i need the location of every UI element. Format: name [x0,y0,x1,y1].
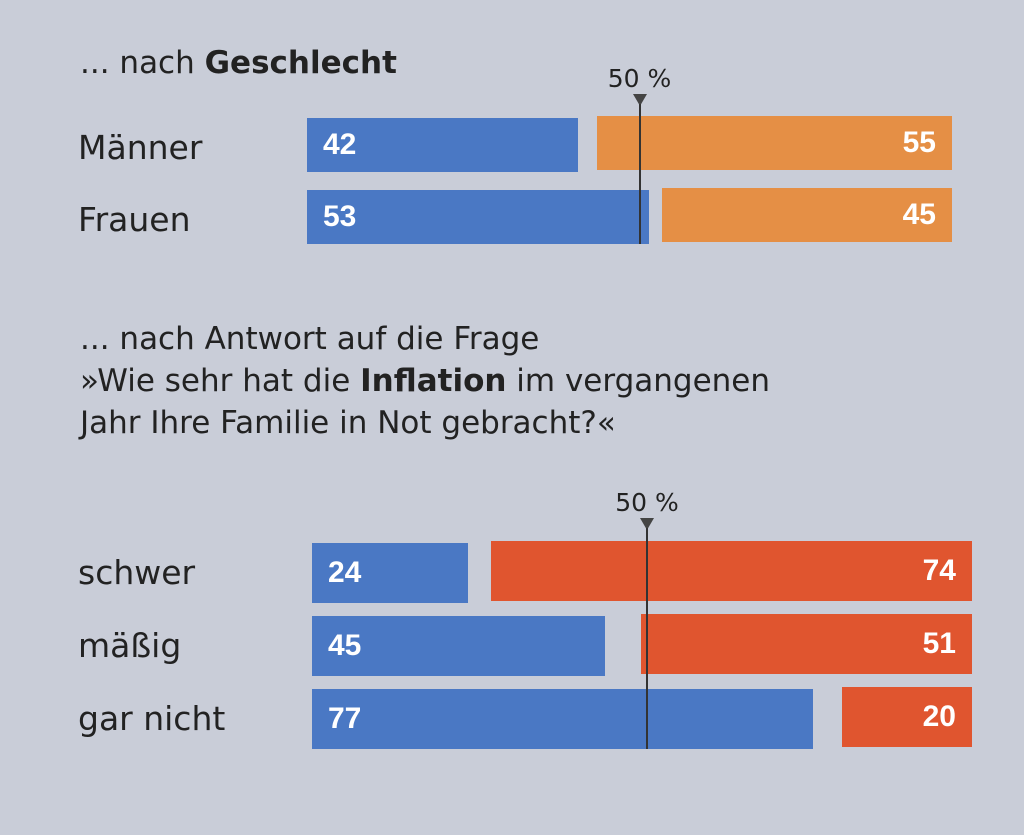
marker-triangle [632,94,647,106]
bar-blue: 24 [312,543,468,603]
bar-blue: 45 [312,616,605,676]
bar-blue: 77 [312,689,813,749]
category-label: schwer [78,553,196,592]
marker-label: 50 % [615,488,679,517]
marker-label: 50 % [607,64,672,93]
category-label: mäßig [78,626,182,665]
chart2-title: ... nach Antwort auf die Frage »Wie sehr… [80,321,771,441]
bar-value: 77 [328,702,362,735]
bar-orange: 45 [661,188,952,242]
bar-value: 45 [902,198,936,231]
category-label: gar nicht [78,699,226,738]
marker-line [638,104,641,244]
chart1-title: ... nach Geschlecht [80,45,397,81]
bar-orange: 51 [640,614,972,674]
bar-value: 45 [328,629,362,662]
bar-value: 42 [323,128,357,161]
bar-blue: 42 [307,118,578,172]
bar-orange: 55 [597,116,952,170]
bar-blue: 53 [307,190,649,244]
category-label: Frauen [78,200,191,239]
bar-orange: 20 [842,687,972,747]
bar-value: 24 [328,556,362,589]
bar-value: 20 [922,700,956,733]
bar-value: 55 [902,126,936,159]
bar-value: 53 [323,200,357,233]
bar-value: 51 [922,627,956,660]
bar-value: 74 [922,554,956,587]
marker-triangle [640,518,654,530]
bar-orange: 74 [491,541,972,601]
marker-line [646,528,648,749]
category-label: Männer [78,128,203,167]
